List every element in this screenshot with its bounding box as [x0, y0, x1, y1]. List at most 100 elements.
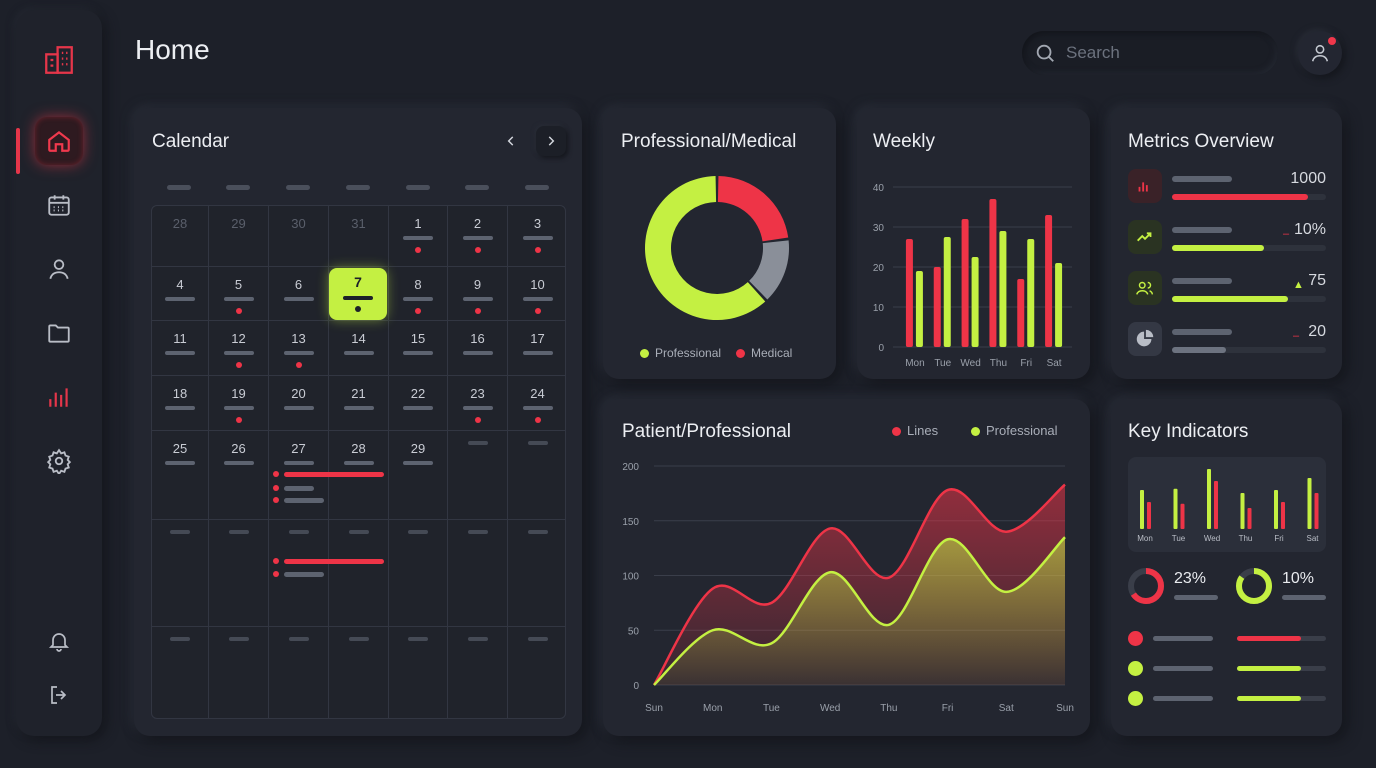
bar[interactable] — [943, 237, 951, 347]
calendar-day[interactable]: 26 — [209, 431, 269, 520]
calendar-day[interactable] — [508, 431, 565, 520]
next-month-button[interactable] — [536, 126, 566, 156]
calendar-day[interactable]: 23 — [448, 376, 508, 431]
calendar-day[interactable]: 29 — [209, 206, 269, 267]
building-icon[interactable] — [35, 36, 83, 84]
calendar-day[interactable]: 5 — [209, 267, 269, 321]
donut-slice-other[interactable] — [749, 240, 789, 300]
bar[interactable] — [971, 257, 979, 347]
calendar-day[interactable] — [508, 627, 565, 718]
calendar-day[interactable]: 13 — [269, 321, 329, 376]
calendar-icon[interactable] — [35, 181, 83, 229]
bar[interactable] — [999, 231, 1007, 347]
calendar-day[interactable] — [448, 431, 508, 520]
bar[interactable] — [905, 239, 913, 347]
bar[interactable] — [915, 271, 923, 347]
calendar-day[interactable]: 15 — [389, 321, 448, 376]
users-icon[interactable] — [1128, 271, 1162, 305]
calendar-day[interactable]: 9 — [448, 267, 508, 321]
event-bar — [283, 351, 314, 355]
calendar-day[interactable]: 14 — [329, 321, 389, 376]
calendar-day[interactable]: 6 — [269, 267, 329, 321]
donut-slice-medical[interactable] — [717, 176, 789, 242]
calendar-day[interactable] — [152, 627, 209, 718]
day-number: 6 — [294, 277, 303, 292]
calendar-day[interactable]: 28 — [152, 206, 209, 267]
bar[interactable] — [1017, 279, 1025, 347]
calendar-day[interactable]: 22 — [389, 376, 448, 431]
placeholder-bar — [467, 441, 488, 445]
calendar-day[interactable]: 30 — [269, 206, 329, 267]
calendar-day[interactable] — [389, 627, 448, 718]
calendar-day[interactable] — [508, 520, 565, 627]
x-tick-label: Tue — [763, 703, 780, 714]
calendar-day[interactable]: 18 — [152, 376, 209, 431]
avatar[interactable] — [1298, 31, 1342, 75]
calendar-day[interactable]: 16 — [448, 321, 508, 376]
calendar-day[interactable]: 17 — [508, 321, 565, 376]
event-span[interactable] — [284, 498, 324, 503]
x-tick-label: Sat — [999, 703, 1014, 714]
bell-icon[interactable] — [35, 617, 83, 665]
calendar-day[interactable] — [448, 520, 508, 627]
x-tick-label: Fri — [1020, 358, 1032, 368]
calendar-day[interactable]: 31 — [329, 206, 389, 267]
y-tick-label: 40 — [873, 183, 885, 194]
logout-icon[interactable] — [35, 671, 83, 719]
bar[interactable] — [961, 219, 969, 347]
calendar-day[interactable]: 8 — [389, 267, 448, 321]
calendar-day[interactable]: 29 — [389, 431, 448, 520]
calendar-day[interactable] — [329, 520, 389, 627]
weekday-label — [406, 185, 430, 190]
calendar-day[interactable]: 11 — [152, 321, 209, 376]
series-line-professional[interactable] — [653, 536, 1066, 686]
bar[interactable] — [1045, 215, 1053, 347]
calendar-day[interactable] — [329, 627, 389, 718]
user-icon[interactable] — [35, 245, 83, 293]
event-span[interactable] — [284, 486, 314, 491]
calendar-day[interactable] — [448, 627, 508, 718]
bar-chart-icon[interactable] — [1128, 169, 1162, 203]
home-icon[interactable] — [35, 117, 83, 165]
calendar-day[interactable]: 4 — [152, 267, 209, 321]
calendar-day[interactable]: 19 — [209, 376, 269, 431]
calendar-day[interactable] — [152, 520, 209, 627]
calendar-title: Calendar — [152, 131, 230, 152]
bar[interactable] — [1027, 239, 1035, 347]
today-cell[interactable]: 7 — [329, 268, 387, 320]
search-box[interactable] — [1022, 31, 1278, 75]
chart-icon[interactable] — [35, 373, 83, 421]
calendar-day[interactable]: 10 — [508, 267, 565, 321]
calendar-day[interactable] — [389, 520, 448, 627]
calendar-day[interactable]: 25 — [152, 431, 209, 520]
gear-icon[interactable] — [35, 437, 83, 485]
trend-up-icon[interactable] — [1128, 220, 1162, 254]
calendar-day[interactable]: 12 — [209, 321, 269, 376]
search-input[interactable] — [1066, 43, 1256, 63]
event-span[interactable] — [284, 472, 384, 477]
calendar-day[interactable]: 20 — [269, 376, 329, 431]
calendar-day[interactable]: 21 — [329, 376, 389, 431]
calendar-day[interactable] — [209, 627, 269, 718]
event-span[interactable] — [284, 559, 384, 564]
calendar-day[interactable] — [209, 520, 269, 627]
event-span[interactable] — [284, 572, 324, 577]
pie-icon[interactable] — [1128, 322, 1162, 356]
event-bar — [462, 297, 493, 301]
series-line-lines[interactable] — [652, 483, 1066, 686]
bar[interactable] — [933, 267, 941, 347]
calendar-day[interactable]: 2 — [448, 206, 508, 267]
indicator-fill — [1237, 666, 1301, 671]
calendar-day[interactable]: 1 — [389, 206, 448, 267]
calendar-day[interactable]: 3 — [508, 206, 565, 267]
bar[interactable] — [1055, 263, 1063, 347]
day-number: 30 — [291, 216, 306, 231]
calendar-day[interactable] — [269, 520, 329, 627]
calendar-day[interactable] — [269, 627, 329, 718]
calendar-day[interactable]: 24 — [508, 376, 565, 431]
bar[interactable] — [989, 199, 997, 347]
donut-slice-professional[interactable] — [645, 176, 766, 320]
calendar-day[interactable]: 28 — [329, 431, 389, 520]
folder-icon[interactable] — [35, 309, 83, 357]
prev-month-button[interactable] — [496, 126, 526, 156]
